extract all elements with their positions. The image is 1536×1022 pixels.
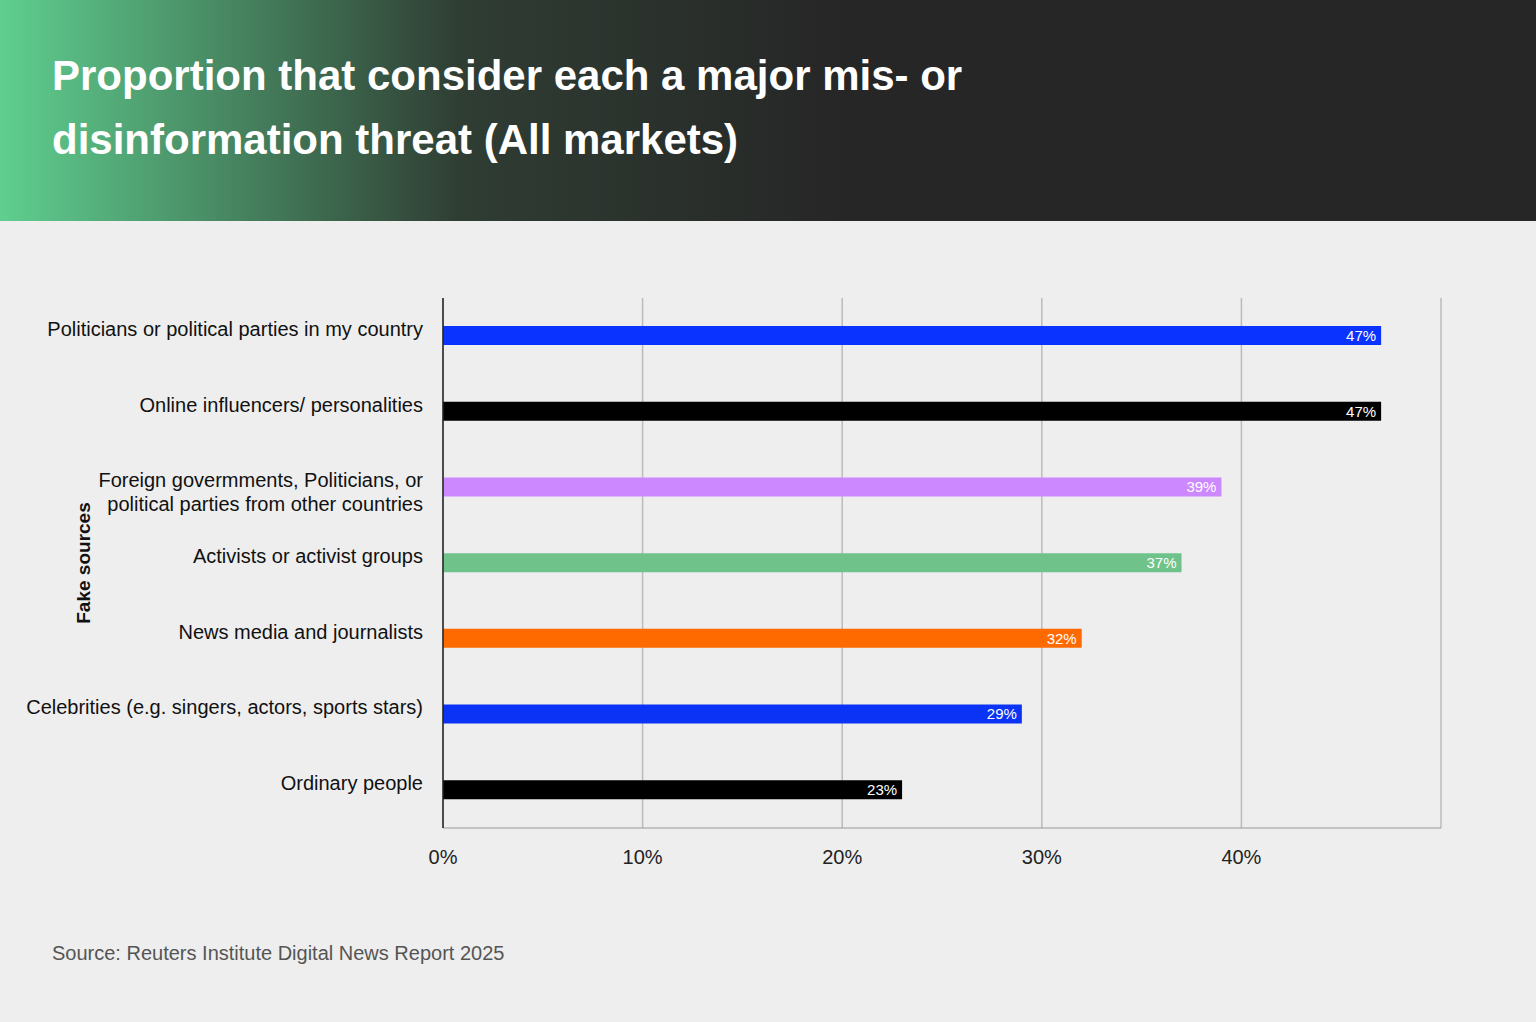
svg-text:Fake sources: Fake sources (73, 502, 94, 623)
svg-text:Politicians or political parti: Politicians or political parties in my c… (47, 318, 423, 340)
svg-text:20%: 20% (822, 846, 862, 868)
svg-text:47%: 47% (1346, 327, 1376, 344)
svg-text:0%: 0% (429, 846, 458, 868)
svg-text:Foreign govermments, Politicia: Foreign govermments, Politicians, orpoli… (98, 469, 423, 515)
svg-text:40%: 40% (1221, 846, 1261, 868)
svg-text:Ordinary people: Ordinary people (281, 772, 423, 794)
svg-text:39%: 39% (1186, 478, 1216, 495)
svg-text:32%: 32% (1047, 630, 1077, 647)
svg-text:Online influencers/ personalit: Online influencers/ personalities (140, 394, 424, 416)
svg-text:10%: 10% (623, 846, 663, 868)
svg-text:23%: 23% (867, 781, 897, 798)
svg-text:Activists or activist groups: Activists or activist groups (193, 545, 423, 567)
html-text:Proportion that consider each: Proportion that consider each a major mi… (52, 52, 963, 163)
svg-text:29%: 29% (987, 705, 1017, 722)
svg-text:News media and journalists: News media and journalists (178, 621, 423, 643)
svg-text:Celebrities (e.g. singers, act: Celebrities (e.g. singers, actors, sport… (26, 696, 423, 718)
svg-text:37%: 37% (1146, 554, 1176, 571)
html-text:Source: Reuters Institute Digi: Source: Reuters Institute Digital News R… (52, 942, 505, 964)
svg-text:47%: 47% (1346, 403, 1376, 420)
svg-text:30%: 30% (1022, 846, 1062, 868)
